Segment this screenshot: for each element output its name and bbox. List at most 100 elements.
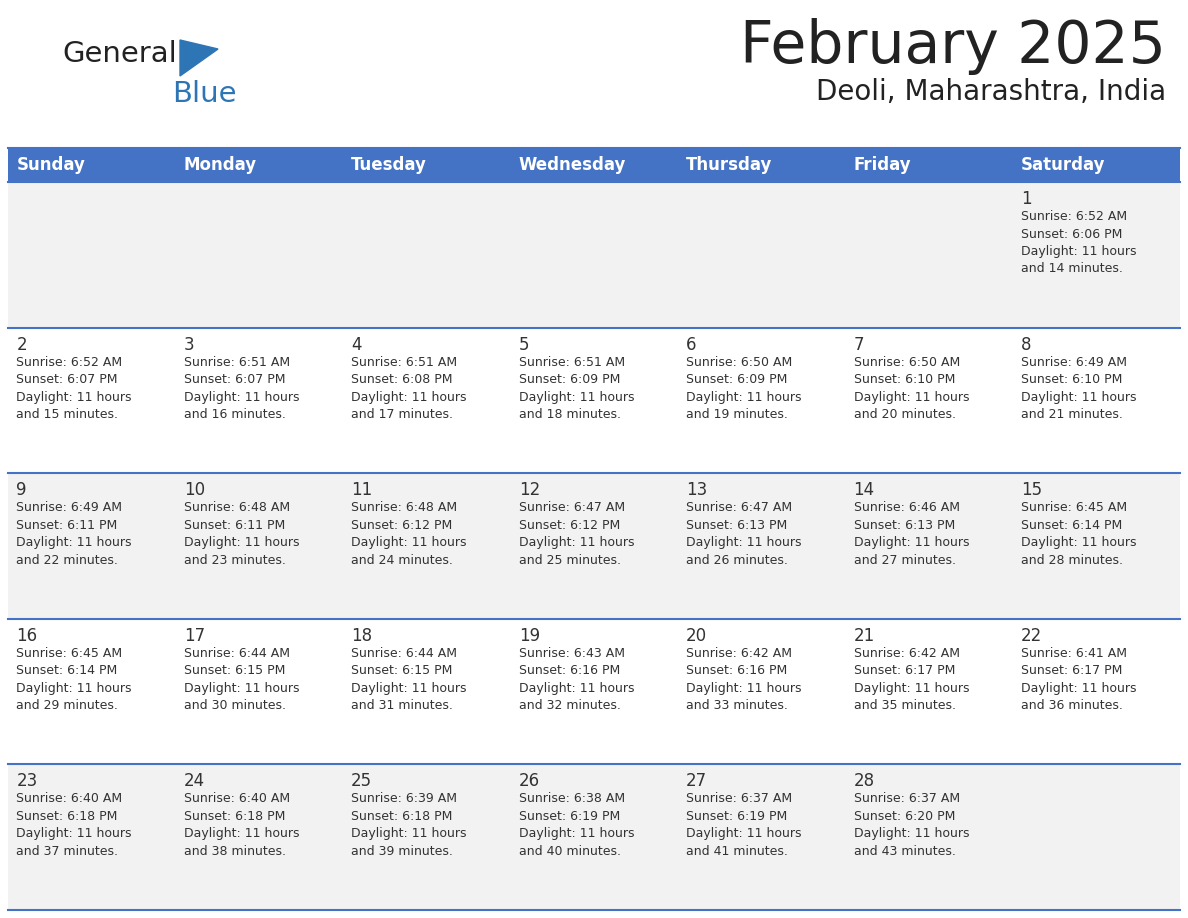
- Text: and 36 minutes.: and 36 minutes.: [1020, 700, 1123, 712]
- Bar: [677, 473, 845, 619]
- Text: Daylight: 11 hours: Daylight: 11 hours: [853, 536, 969, 549]
- Text: 23: 23: [17, 772, 38, 790]
- Text: Sunrise: 6:37 AM: Sunrise: 6:37 AM: [687, 792, 792, 805]
- Bar: [845, 619, 1012, 765]
- Text: Sunrise: 6:43 AM: Sunrise: 6:43 AM: [519, 647, 625, 660]
- Text: Sunrise: 6:52 AM: Sunrise: 6:52 AM: [1020, 210, 1127, 223]
- Bar: [343, 765, 511, 910]
- Text: Sunset: 6:15 PM: Sunset: 6:15 PM: [184, 665, 285, 677]
- Text: Wednesday: Wednesday: [519, 156, 626, 174]
- Text: 12: 12: [519, 481, 539, 499]
- Bar: [176, 619, 343, 765]
- Text: Sunrise: 6:47 AM: Sunrise: 6:47 AM: [687, 501, 792, 514]
- Text: 14: 14: [853, 481, 874, 499]
- Text: Sunrise: 6:38 AM: Sunrise: 6:38 AM: [519, 792, 625, 805]
- Text: Daylight: 11 hours: Daylight: 11 hours: [17, 827, 132, 840]
- Text: and 19 minutes.: and 19 minutes.: [687, 409, 788, 421]
- Text: Daylight: 11 hours: Daylight: 11 hours: [352, 390, 467, 404]
- Text: and 23 minutes.: and 23 minutes.: [184, 554, 285, 566]
- Text: Sunrise: 6:46 AM: Sunrise: 6:46 AM: [853, 501, 960, 514]
- Text: and 22 minutes.: and 22 minutes.: [17, 554, 119, 566]
- Text: Sunset: 6:11 PM: Sunset: 6:11 PM: [184, 519, 285, 532]
- Text: and 29 minutes.: and 29 minutes.: [17, 700, 119, 712]
- Text: Daylight: 11 hours: Daylight: 11 hours: [853, 390, 969, 404]
- Text: Sunrise: 6:40 AM: Sunrise: 6:40 AM: [184, 792, 290, 805]
- Text: 17: 17: [184, 627, 204, 644]
- Text: Sunrise: 6:48 AM: Sunrise: 6:48 AM: [352, 501, 457, 514]
- Bar: [1012, 765, 1180, 910]
- Text: 18: 18: [352, 627, 372, 644]
- Bar: [1012, 619, 1180, 765]
- Text: Daylight: 11 hours: Daylight: 11 hours: [687, 682, 802, 695]
- Text: 24: 24: [184, 772, 204, 790]
- Text: Sunset: 6:14 PM: Sunset: 6:14 PM: [17, 665, 118, 677]
- Bar: [8, 148, 176, 182]
- Text: and 38 minutes.: and 38 minutes.: [184, 845, 286, 858]
- Text: Daylight: 11 hours: Daylight: 11 hours: [853, 682, 969, 695]
- Text: Sunset: 6:10 PM: Sunset: 6:10 PM: [853, 373, 955, 386]
- Text: and 26 minutes.: and 26 minutes.: [687, 554, 788, 566]
- Text: Daylight: 11 hours: Daylight: 11 hours: [687, 536, 802, 549]
- Text: 8: 8: [1020, 336, 1031, 353]
- Text: Friday: Friday: [853, 156, 911, 174]
- Text: Daylight: 11 hours: Daylight: 11 hours: [519, 536, 634, 549]
- Text: Sunrise: 6:51 AM: Sunrise: 6:51 AM: [352, 355, 457, 369]
- Text: Daylight: 11 hours: Daylight: 11 hours: [687, 827, 802, 840]
- Text: Sunset: 6:08 PM: Sunset: 6:08 PM: [352, 373, 453, 386]
- Bar: [677, 182, 845, 328]
- Text: and 25 minutes.: and 25 minutes.: [519, 554, 620, 566]
- Text: Sunset: 6:09 PM: Sunset: 6:09 PM: [519, 373, 620, 386]
- Bar: [343, 473, 511, 619]
- Text: 26: 26: [519, 772, 539, 790]
- Text: and 27 minutes.: and 27 minutes.: [853, 554, 955, 566]
- Text: Sunrise: 6:51 AM: Sunrise: 6:51 AM: [519, 355, 625, 369]
- Text: Sunset: 6:16 PM: Sunset: 6:16 PM: [519, 665, 620, 677]
- Text: Daylight: 11 hours: Daylight: 11 hours: [519, 827, 634, 840]
- Text: Sunrise: 6:52 AM: Sunrise: 6:52 AM: [17, 355, 122, 369]
- Bar: [343, 619, 511, 765]
- Bar: [8, 765, 176, 910]
- Text: Deoli, Maharashtra, India: Deoli, Maharashtra, India: [816, 78, 1165, 106]
- Bar: [8, 182, 176, 328]
- Bar: [845, 328, 1012, 473]
- Bar: [8, 473, 176, 619]
- Text: 19: 19: [519, 627, 539, 644]
- Text: 1: 1: [1020, 190, 1031, 208]
- Text: Sunrise: 6:48 AM: Sunrise: 6:48 AM: [184, 501, 290, 514]
- Text: Daylight: 11 hours: Daylight: 11 hours: [1020, 245, 1137, 258]
- Text: 21: 21: [853, 627, 874, 644]
- Text: Monday: Monday: [184, 156, 257, 174]
- Bar: [677, 765, 845, 910]
- Text: Sunset: 6:12 PM: Sunset: 6:12 PM: [352, 519, 453, 532]
- Text: and 32 minutes.: and 32 minutes.: [519, 700, 620, 712]
- Bar: [1012, 473, 1180, 619]
- Text: Sunrise: 6:41 AM: Sunrise: 6:41 AM: [1020, 647, 1127, 660]
- Text: Sunset: 6:10 PM: Sunset: 6:10 PM: [1020, 373, 1123, 386]
- Text: 10: 10: [184, 481, 204, 499]
- Text: 13: 13: [687, 481, 707, 499]
- Text: Sunset: 6:18 PM: Sunset: 6:18 PM: [352, 810, 453, 823]
- Text: Sunrise: 6:42 AM: Sunrise: 6:42 AM: [853, 647, 960, 660]
- Bar: [176, 765, 343, 910]
- Text: Sunset: 6:17 PM: Sunset: 6:17 PM: [853, 665, 955, 677]
- Text: Sunrise: 6:45 AM: Sunrise: 6:45 AM: [17, 647, 122, 660]
- Text: Daylight: 11 hours: Daylight: 11 hours: [184, 536, 299, 549]
- Text: and 20 minutes.: and 20 minutes.: [853, 409, 955, 421]
- Bar: [1012, 328, 1180, 473]
- Text: and 30 minutes.: and 30 minutes.: [184, 700, 286, 712]
- Text: 11: 11: [352, 481, 373, 499]
- Text: Daylight: 11 hours: Daylight: 11 hours: [352, 827, 467, 840]
- Text: Thursday: Thursday: [687, 156, 772, 174]
- Text: General: General: [62, 40, 177, 68]
- Text: and 37 minutes.: and 37 minutes.: [17, 845, 119, 858]
- Text: and 35 minutes.: and 35 minutes.: [853, 700, 955, 712]
- Text: Daylight: 11 hours: Daylight: 11 hours: [352, 682, 467, 695]
- Bar: [176, 148, 343, 182]
- Bar: [845, 182, 1012, 328]
- Text: Sunrise: 6:50 AM: Sunrise: 6:50 AM: [687, 355, 792, 369]
- Text: 9: 9: [17, 481, 27, 499]
- Bar: [511, 328, 677, 473]
- Text: Sunset: 6:13 PM: Sunset: 6:13 PM: [853, 519, 955, 532]
- Text: Sunset: 6:06 PM: Sunset: 6:06 PM: [1020, 228, 1123, 241]
- Text: and 18 minutes.: and 18 minutes.: [519, 409, 620, 421]
